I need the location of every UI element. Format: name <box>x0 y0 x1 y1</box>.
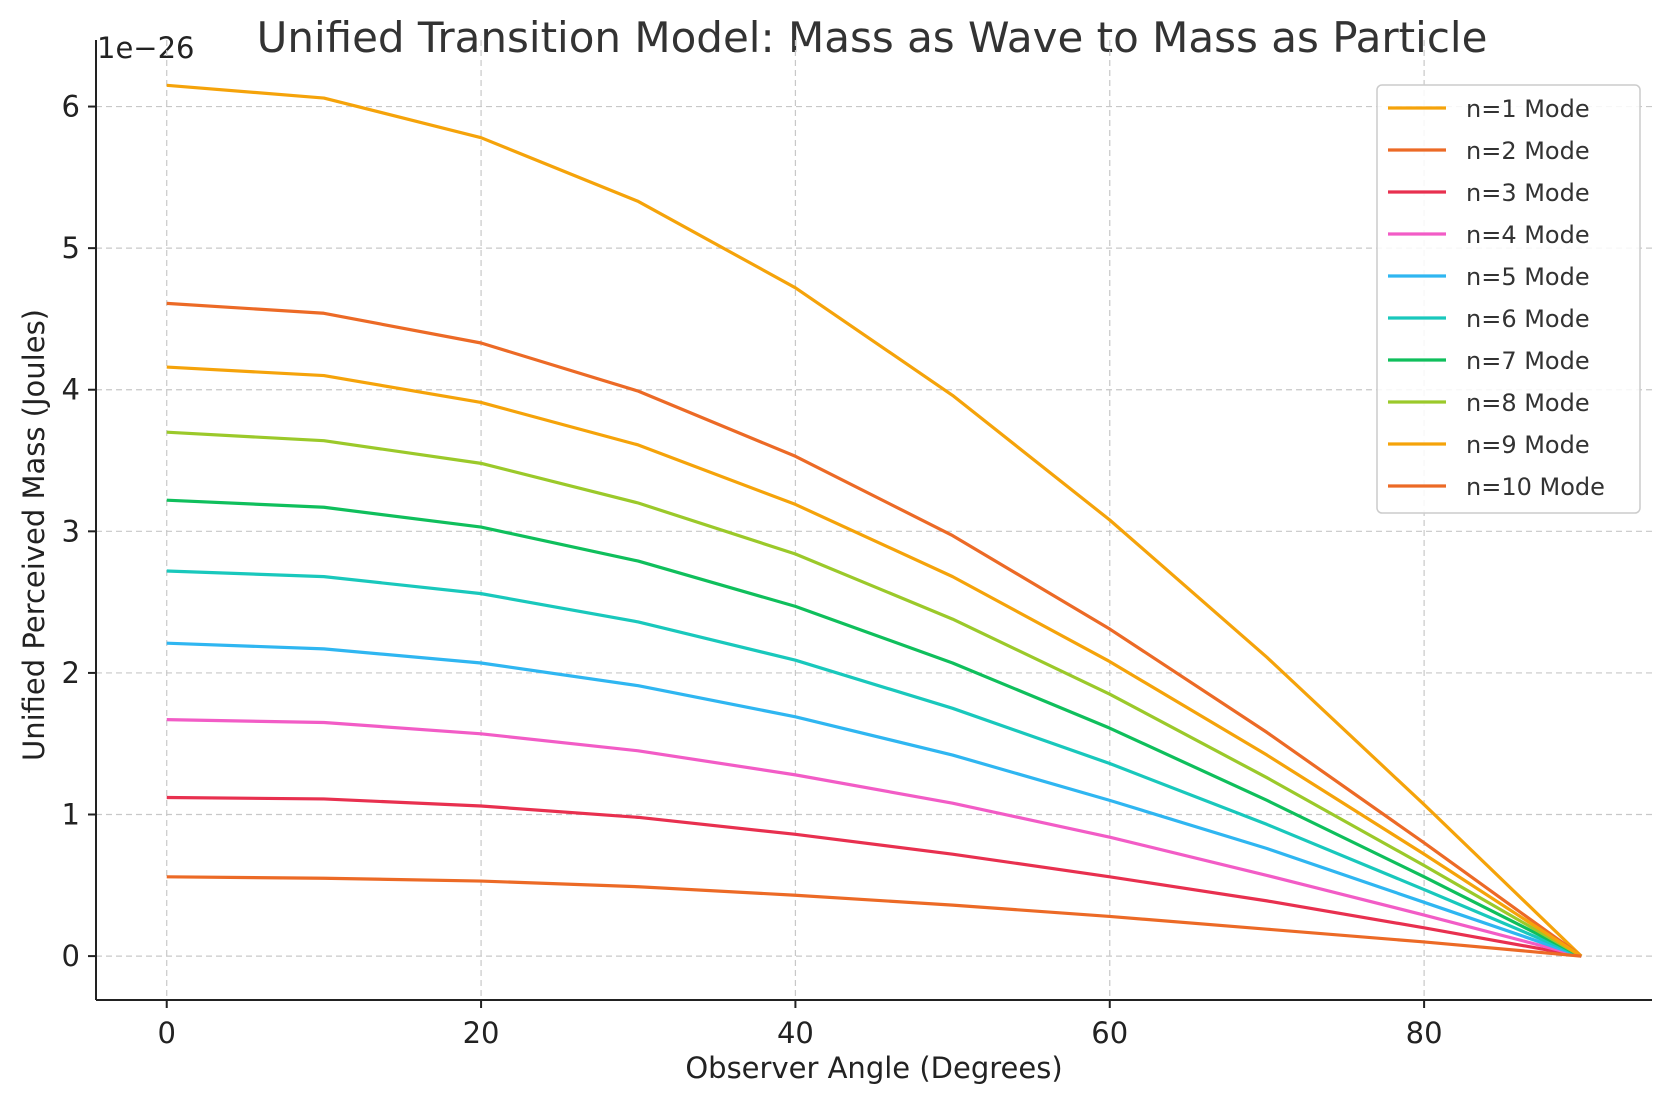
series-line-n5 <box>166 641 1582 958</box>
series-line-n10 <box>166 875 1582 958</box>
x-tick-label: 60 <box>1091 1016 1128 1050</box>
series-layer <box>166 83 1583 958</box>
y-tick-label: 0 <box>62 939 80 973</box>
legend-label: n=3 Mode <box>1466 179 1590 207</box>
chart-title: Unified Transition Model: Mass as Wave t… <box>257 13 1488 62</box>
x-tick-label: 0 <box>158 1016 176 1050</box>
series-line-n9 <box>166 365 1583 958</box>
y-offset-label: 1e−26 <box>97 31 195 65</box>
x-tick-label: 40 <box>777 1016 814 1050</box>
legend-label: n=10 Mode <box>1466 473 1605 501</box>
x-tick-label: 80 <box>1406 1016 1443 1050</box>
y-tick-label: 4 <box>62 373 80 407</box>
series-line-n4 <box>166 718 1582 958</box>
y-tick-label: 1 <box>62 798 80 832</box>
x-tick-label: 20 <box>463 1016 500 1050</box>
y-tick-label: 5 <box>62 231 80 265</box>
legend-label: n=4 Mode <box>1466 221 1590 249</box>
ticks-layer: 0 20 40 60 80 0 1 2 3 4 5 6 <box>62 90 1443 1050</box>
y-axis-label: Unified Perceived Mass (Joules) <box>17 309 51 761</box>
y-tick-label: 6 <box>62 90 80 124</box>
series-line-n7 <box>166 498 1582 958</box>
series-line-n1 <box>166 83 1583 958</box>
series-line-n3 <box>166 795 1582 958</box>
legend-label: n=6 Mode <box>1466 305 1590 333</box>
legend-label: n=8 Mode <box>1466 389 1590 417</box>
legend-label: n=5 Mode <box>1466 263 1590 291</box>
legend: n=1 Mode n=2 Mode n=3 Mode n=4 Mode n=5 Mode… <box>1376 84 1641 514</box>
legend-label: n=7 Mode <box>1466 347 1590 375</box>
series-line-n8 <box>166 430 1583 958</box>
legend-label: n=1 Mode <box>1466 95 1590 123</box>
series-line-n6 <box>166 569 1582 958</box>
legend-label: n=9 Mode <box>1466 431 1590 459</box>
series-line-n2 <box>166 301 1583 958</box>
x-axis-label: Observer Angle (Degrees) <box>685 1051 1062 1085</box>
legend-label: n=2 Mode <box>1466 137 1590 165</box>
axes-layer <box>95 40 1652 1001</box>
y-tick-label: 3 <box>62 514 80 548</box>
y-tick-label: 2 <box>62 656 80 690</box>
